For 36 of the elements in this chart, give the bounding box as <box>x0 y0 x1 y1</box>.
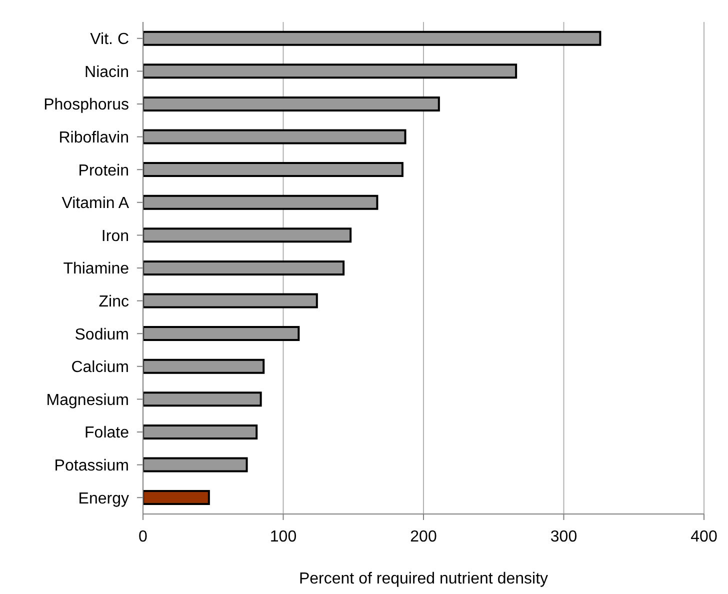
x-axis-title: Percent of required nutrient density <box>298 570 548 588</box>
x-tick-label: 200 <box>410 528 437 546</box>
y-tick-label: Protein <box>78 162 129 180</box>
y-tick-label: Zinc <box>98 293 129 310</box>
bar <box>143 30 602 46</box>
y-tick-label: Sodium <box>74 326 129 344</box>
y-tick-label: Vit. C <box>90 31 129 48</box>
bar <box>143 129 406 144</box>
y-tick-label: Magnesium <box>46 392 129 409</box>
y-tick-label: Thiamine <box>63 260 130 278</box>
y-tick-label: Potassium <box>54 457 129 474</box>
bar <box>143 194 378 210</box>
y-tick-label: Riboflavin <box>58 129 129 146</box>
y-tick-label: Iron <box>101 228 129 245</box>
bar <box>143 260 345 276</box>
y-tick-label: Folate <box>84 424 130 442</box>
bar <box>143 358 265 374</box>
bar <box>143 293 318 308</box>
x-tick-label: 300 <box>550 528 578 546</box>
y-tick-label: Calcium <box>71 359 129 376</box>
bar <box>143 490 210 506</box>
y-tick-label: Niacin <box>84 64 129 81</box>
y-tick-label: Energy <box>78 490 129 508</box>
bar <box>143 392 262 407</box>
bar <box>143 64 518 79</box>
bar <box>143 326 300 342</box>
x-tick-label: 0 <box>138 528 148 546</box>
bar <box>143 96 440 112</box>
bar <box>143 457 248 472</box>
x-tick-label: 400 <box>690 528 718 546</box>
y-tick-label: Vitamin A <box>62 195 130 212</box>
bar <box>143 228 352 243</box>
y-tick-label: Phosphorus <box>44 96 129 114</box>
bar <box>143 162 404 178</box>
bar <box>143 424 258 440</box>
x-tick-label: 100 <box>270 528 297 546</box>
